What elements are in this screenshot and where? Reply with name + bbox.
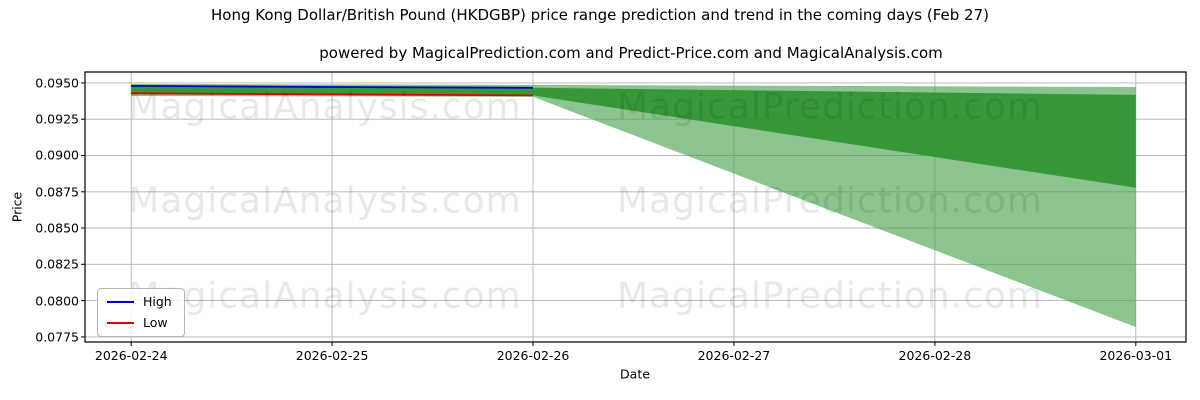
x-tick-label: 2026-02-27 — [697, 348, 771, 363]
y-tick-label: 0.0800 — [35, 293, 79, 309]
chart-subtitle: powered by MagicalPrediction.com and Pre… — [319, 44, 943, 62]
y-tick-label: 0.0775 — [35, 329, 79, 345]
axes-frame — [84, 71, 1187, 343]
y-tick-label: 0.0950 — [35, 75, 79, 91]
prediction-range-core — [131, 85, 1136, 188]
x-tick-label: 2026-02-25 — [295, 348, 369, 363]
y-tick-label: 0.0925 — [35, 111, 79, 127]
legend-label: High — [143, 294, 172, 309]
legend-line-swatch — [107, 301, 134, 304]
legend-line-swatch — [107, 321, 134, 324]
y-tick-label: 0.0875 — [35, 184, 79, 200]
y-tick-label: 0.0850 — [35, 220, 79, 236]
x-tick-label: 2026-02-26 — [496, 348, 570, 363]
legend-item: Low — [107, 314, 175, 330]
legend: High Low — [97, 288, 185, 337]
x-tick-label: 2026-03-01 — [1099, 348, 1173, 363]
series-low-line — [131, 92, 534, 97]
chart-title: Hong Kong Dollar/British Pound (HKDGBP) … — [210, 6, 990, 24]
legend-label: Low — [143, 314, 168, 330]
y-tick-label: 0.0900 — [35, 147, 79, 163]
x-tick-label: 2026-02-24 — [94, 348, 168, 363]
series-high-line — [131, 85, 534, 89]
legend-item: High — [107, 294, 175, 309]
x-tick-label: 2026-02-28 — [898, 348, 972, 363]
y-tick-label: 0.0825 — [35, 256, 79, 272]
x-axis-label: Date — [620, 366, 650, 382]
